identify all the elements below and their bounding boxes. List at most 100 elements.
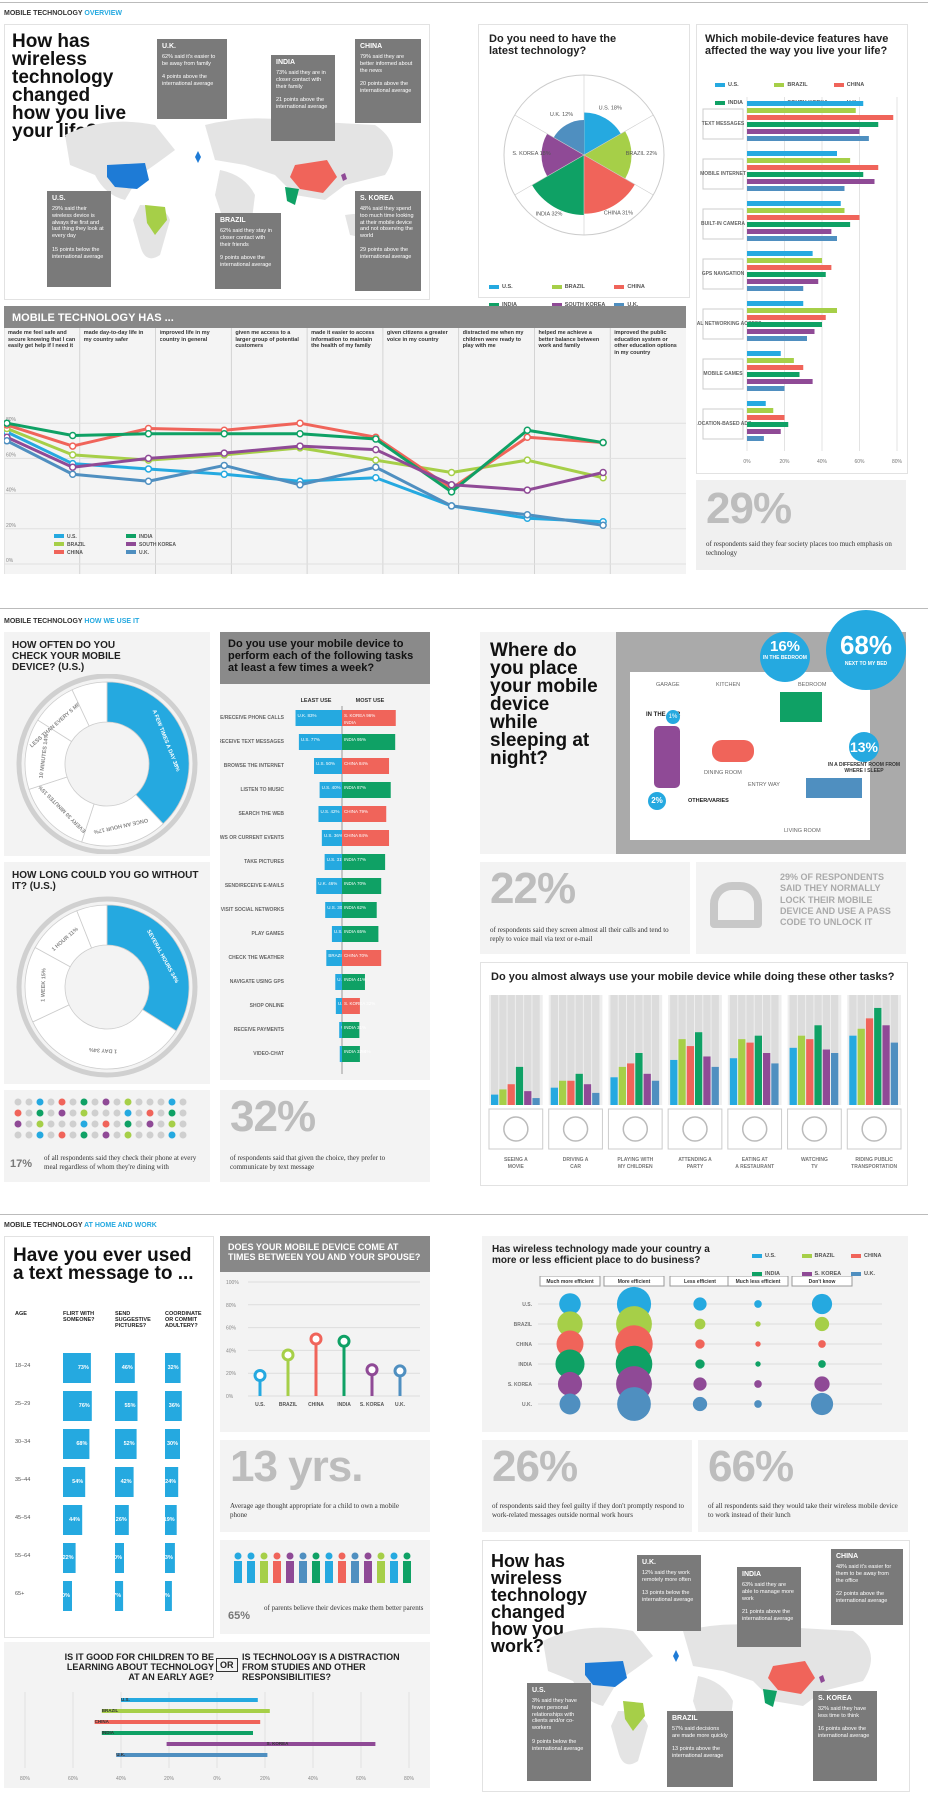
- feature-bar: [747, 236, 837, 241]
- section-label-overview: MOBILE TECHNOLOGY OVERVIEW: [4, 10, 122, 17]
- children-chart: 80% 60% 40% 20% 0% 20% 40% 60% 80% U.S. BRAZIL CHIN…: [20, 1692, 415, 1782]
- callout-sub: 20 points above the international averag…: [360, 81, 412, 95]
- group-bar: [729, 1058, 738, 1105]
- series-point: [372, 474, 380, 482]
- business-panel: Has wireless technology made your countr…: [482, 1236, 908, 1432]
- feature-bar: [747, 172, 864, 177]
- series-line: [146, 467, 226, 476]
- lives-callout-skorea: S. KOREA 48% said they spend too much ti…: [355, 191, 421, 291]
- bubble: [755, 1361, 761, 1367]
- spouse-title: DOES YOUR MOBILE DEVICE COME AT TIMES BE…: [220, 1236, 430, 1272]
- task-label: DRIVING A: [563, 1157, 589, 1163]
- work-callout-india: INDIA 63% said they are able to manage m…: [737, 1567, 801, 1647]
- age-label: 30–34: [15, 1439, 30, 1445]
- text-bar-label: 7%: [113, 1593, 121, 1599]
- y-tick: 100%: [226, 1280, 239, 1286]
- group-track: [806, 995, 814, 1040]
- series-point: [372, 445, 380, 454]
- lollipop-head: [337, 1334, 351, 1348]
- series-line: [146, 426, 226, 432]
- stat-26-panel: 26% of respondents said they feel guilty…: [482, 1440, 692, 1532]
- task-label: SHOP ONLINE: [250, 1003, 285, 1009]
- bed-shape: [780, 692, 822, 722]
- legend-item: INDIA: [715, 100, 774, 106]
- donut-label: 1 WEEK 15%: [41, 968, 48, 1002]
- dot: [146, 1098, 154, 1106]
- x-tick: 20%: [164, 1776, 175, 1782]
- dot: [91, 1120, 99, 1128]
- column-label-text: helped me achieve a better balance betwe…: [538, 330, 600, 350]
- series-line: [5, 430, 75, 466]
- callout-name: BRAZIL: [220, 217, 246, 224]
- task-label: MAKE/RECEIVE PHONE CALLS: [220, 715, 285, 721]
- least-bar: [319, 782, 342, 798]
- children-or: OR: [216, 1658, 238, 1672]
- lock-text: 29% OF RESPONDENTS SAID THEY NORMALLY LO…: [780, 872, 891, 927]
- bubble: [694, 1318, 706, 1330]
- donut-label: 10 MINUTES 14%: [39, 733, 51, 778]
- group-bar: [703, 1056, 711, 1105]
- row-label: INDIA: [102, 1730, 115, 1735]
- feature-bar: [747, 258, 822, 263]
- column-header: SEND SUGGESTIVE PICTURES?: [115, 1311, 151, 1329]
- bubble: [818, 1340, 826, 1348]
- china-shape: [290, 160, 337, 193]
- text-bar: [63, 1581, 72, 1611]
- row-label: BRAZIL: [514, 1322, 532, 1328]
- group-bar: [507, 1084, 515, 1105]
- bubble: [555, 1349, 585, 1379]
- least-bar: [339, 1046, 342, 1062]
- legend-swatch: [54, 550, 64, 554]
- callout-name: S. KOREA: [360, 195, 394, 202]
- most-label: CHINA 70%: [344, 953, 368, 958]
- uk-shape: [195, 151, 201, 163]
- least-bar: [325, 902, 342, 918]
- category-box: [702, 358, 744, 390]
- series-point: [523, 426, 532, 434]
- column-label-text: improved the public education system or …: [614, 330, 677, 356]
- callout-text: 79% said they are better informed about …: [360, 53, 413, 74]
- pie-label: S. KOREA 18%: [512, 151, 550, 157]
- person-body: [286, 1561, 294, 1583]
- bubble: [695, 1339, 705, 1349]
- row-label: S. KOREA: [508, 1382, 533, 1388]
- sofa-shape: [806, 778, 862, 798]
- stat-29-panel: 29% of respondents said they fear societ…: [696, 480, 906, 570]
- text-bar: [165, 1353, 181, 1383]
- callout-name: BRAZIL: [672, 1715, 698, 1722]
- person-body: [247, 1561, 255, 1583]
- task-label: MOVIE: [508, 1164, 525, 1170]
- legend-label: CHINA: [67, 550, 83, 556]
- most-bar: [342, 974, 365, 990]
- column-label: made day-to-day life in my country safer: [84, 330, 144, 343]
- series-point: [599, 468, 607, 477]
- dot: [179, 1098, 187, 1106]
- series-line: [71, 456, 150, 469]
- dot: [168, 1098, 176, 1106]
- task-icon: [741, 1116, 768, 1142]
- stat-22-panel: 22% of respondents said they screen almo…: [480, 862, 690, 954]
- legend-item: CHINA: [614, 284, 677, 290]
- feature-bar: [747, 279, 819, 284]
- dot: [157, 1131, 165, 1139]
- text-bar-label: 19%: [164, 1517, 175, 1523]
- person-body: [338, 1561, 346, 1583]
- task-icon: [682, 1116, 708, 1142]
- dot: [36, 1120, 44, 1128]
- text-bar-label: 10%: [59, 1593, 70, 1599]
- often-panel: HOW OFTEN DO YOU CHECK YOUR MOBILE DEVIC…: [4, 632, 210, 856]
- text-bar-label: 68%: [76, 1441, 87, 1447]
- left-bar: [101, 1709, 217, 1713]
- text-bar: [63, 1429, 90, 1459]
- task-label: TV: [811, 1164, 818, 1170]
- group-bar: [695, 1032, 703, 1105]
- dot: [80, 1131, 88, 1139]
- least-bar: [335, 974, 342, 990]
- stat-65-panel: 65% of parents believe their devices mak…: [220, 1540, 430, 1634]
- row-label: BRAZIL: [102, 1708, 119, 1713]
- text-bar-label: 24%: [165, 1479, 176, 1485]
- text-bar: [165, 1467, 179, 1497]
- group-bar: [567, 1080, 575, 1105]
- least-bar: [339, 1022, 342, 1038]
- text-bar-label: 30%: [167, 1441, 178, 1447]
